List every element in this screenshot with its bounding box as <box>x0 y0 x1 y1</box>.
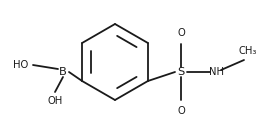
Text: HO: HO <box>13 60 28 70</box>
Text: NH: NH <box>209 67 224 77</box>
Text: O: O <box>177 28 185 38</box>
Text: CH₃: CH₃ <box>239 46 257 56</box>
Text: S: S <box>177 67 185 77</box>
Text: OH: OH <box>47 96 63 106</box>
Text: B: B <box>59 67 67 77</box>
Text: O: O <box>177 106 185 116</box>
